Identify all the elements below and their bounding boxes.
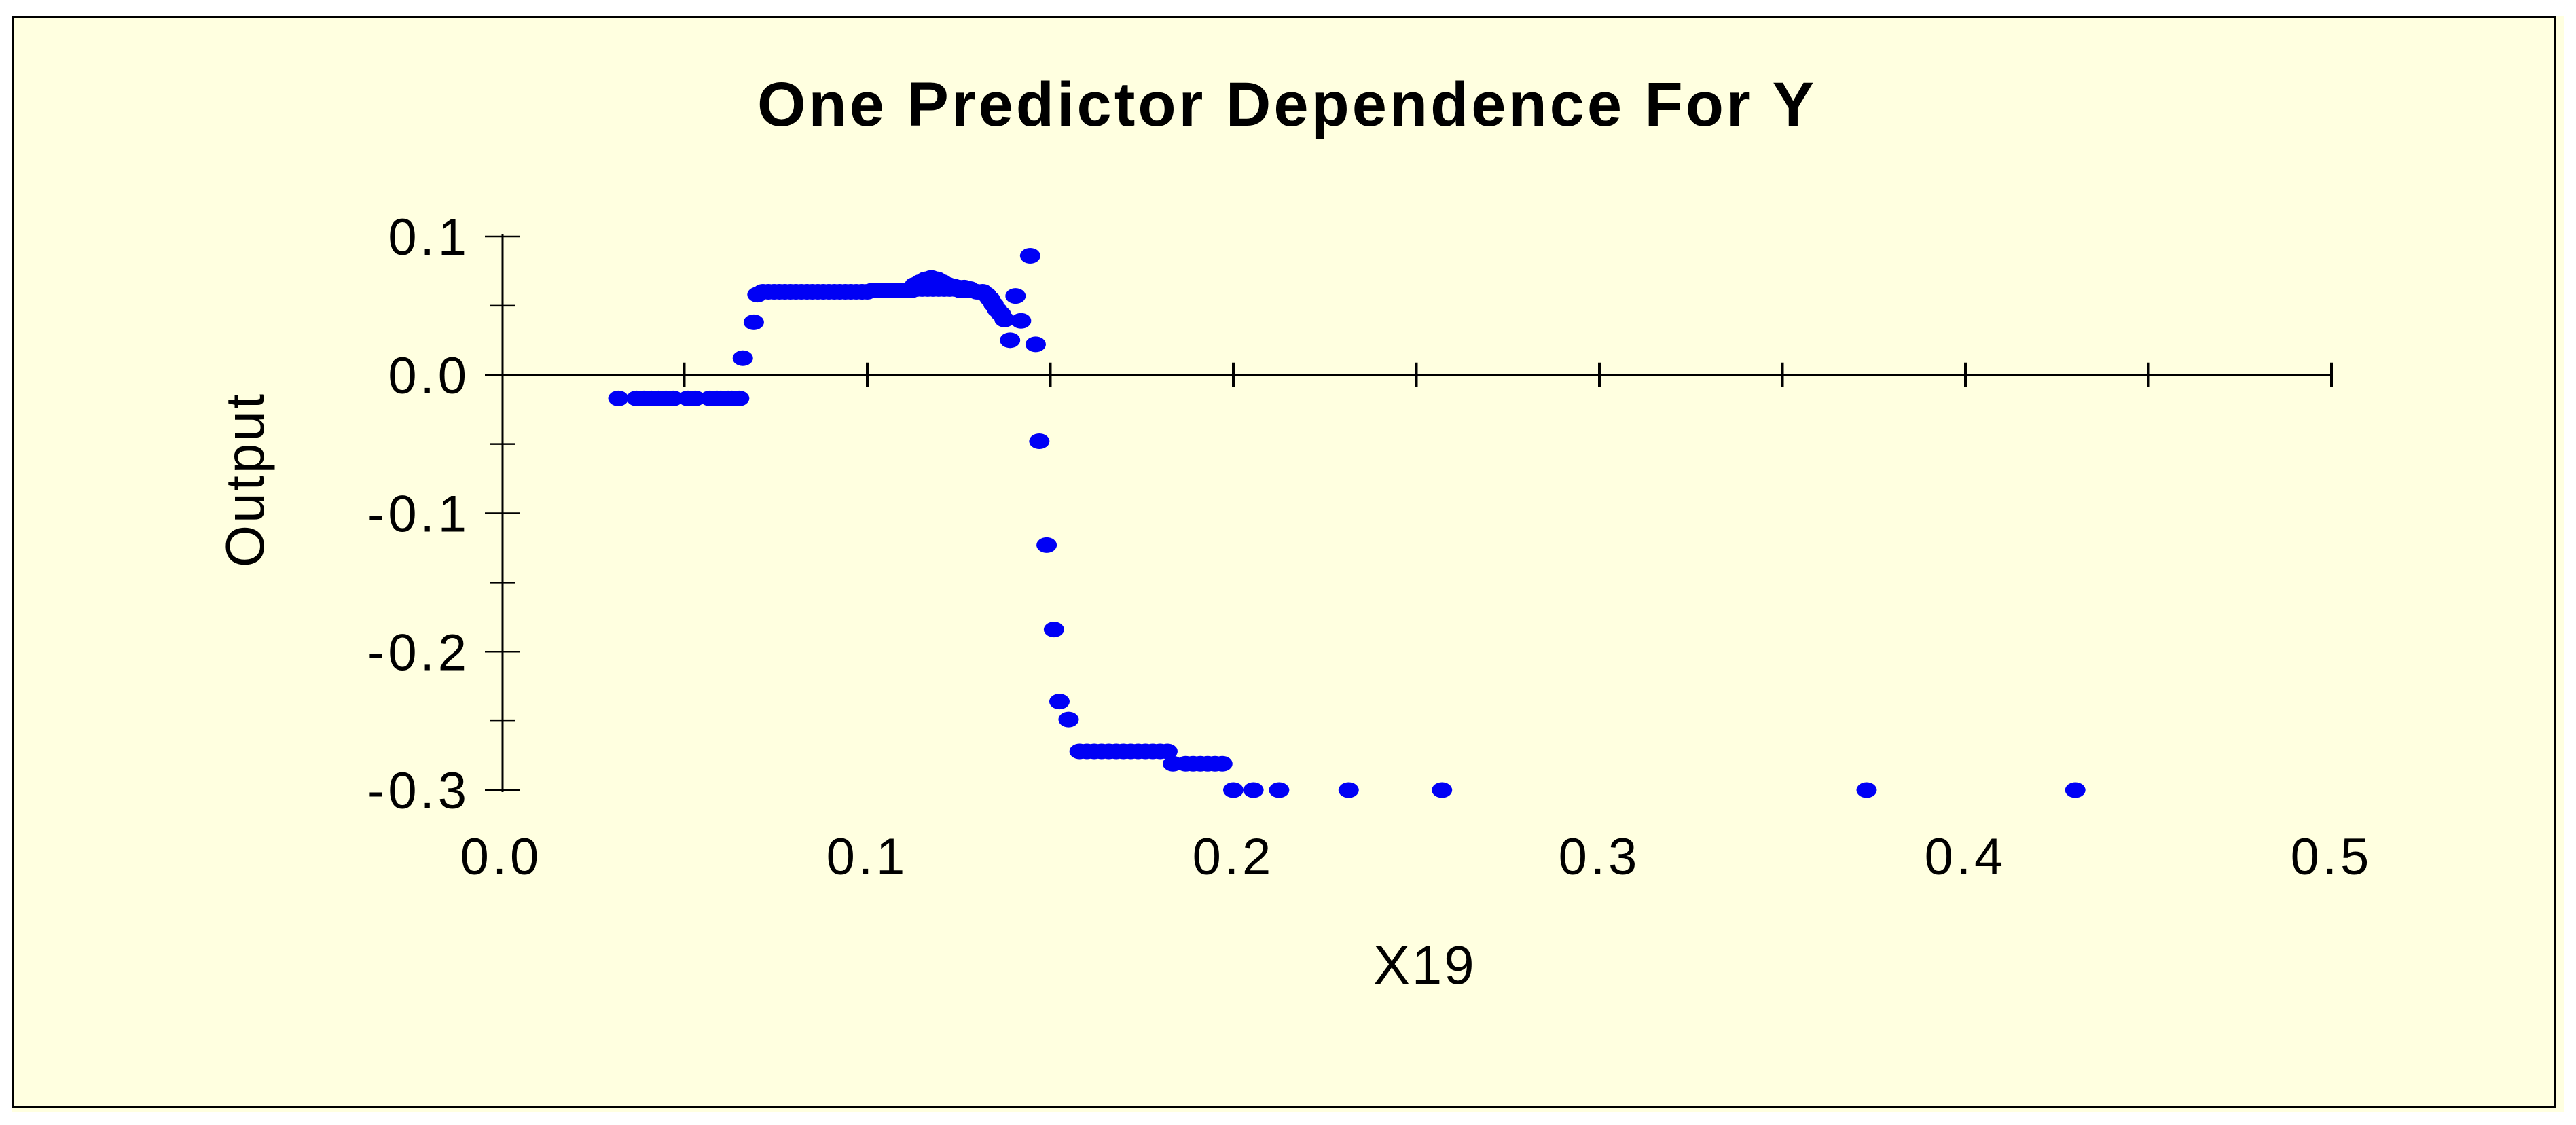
data-points [608,248,2086,798]
data-point [994,311,1015,327]
data-point [608,390,629,406]
y-tick-label: -0.1 [367,486,470,543]
data-point [1043,622,1064,638]
y-tick-label: -0.3 [367,762,470,820]
x-tick-label: 0.0 [460,828,543,886]
x-tick-label: 0.4 [1925,828,2007,886]
figure-background [12,16,2564,1112]
data-point [1243,782,1264,798]
x-tick-label: 0.1 [827,828,909,886]
data-point [1000,332,1021,349]
y-axis-title: Output [215,392,275,567]
data-point [1212,755,1233,772]
x-tick-label: 0.2 [1193,828,1275,886]
data-point [663,390,684,406]
data-point [1223,782,1244,798]
chart-title: One Predictor Dependence For Y [757,70,1817,139]
data-point [1011,312,1032,329]
y-tick-label: 0.1 [388,209,470,266]
x-axis-title: X19 [1373,935,1476,995]
data-point [1856,782,1877,798]
x-tick-label: 0.5 [2291,828,2373,886]
x-tick-label: 0.3 [1559,828,1641,886]
data-point [1338,782,1359,798]
x-tick-labels: 0.0 0.1 0.2 0.3 0.4 0.5 [460,828,2373,886]
data-point [1157,743,1178,760]
data-point [1029,433,1050,450]
data-point [959,281,980,297]
y-tick-labels: 0.1 0.0 -0.1 -0.2 -0.3 [367,209,470,820]
data-point [1058,711,1079,728]
data-point [1432,782,1453,798]
data-point [1269,782,1290,798]
data-point [1036,537,1057,553]
y-tick-label: 0.0 [388,347,470,405]
data-point [1005,288,1026,304]
data-point [1049,694,1070,710]
data-point [685,390,706,406]
axis-ticks [485,235,2333,791]
y-tick-label: -0.2 [367,624,470,681]
data-point [2065,782,2086,798]
figure-border [12,16,2556,1108]
data-point [1025,336,1046,353]
data-point [729,390,750,406]
data-point [1019,248,1040,264]
data-point [743,314,764,330]
data-point [732,350,753,366]
